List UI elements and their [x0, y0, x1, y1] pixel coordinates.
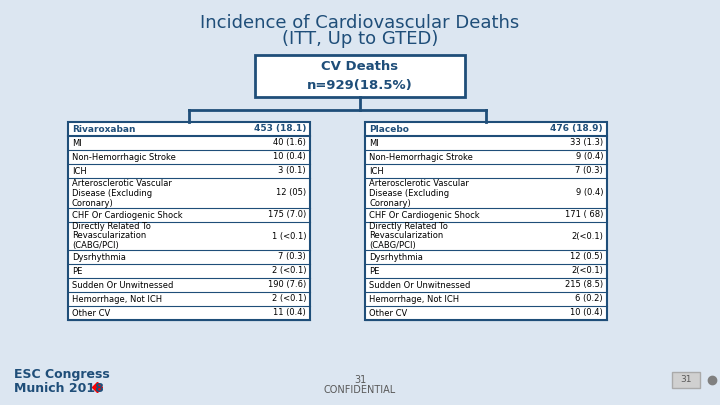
Text: MI: MI [72, 139, 82, 147]
Text: 33 (1.3): 33 (1.3) [570, 139, 603, 147]
Text: Sudden Or Unwitnessed: Sudden Or Unwitnessed [369, 281, 470, 290]
Text: Revascularization: Revascularization [369, 232, 444, 241]
Text: Revascularization: Revascularization [72, 232, 146, 241]
Text: Other CV: Other CV [369, 309, 408, 318]
Text: Rivaroxaban: Rivaroxaban [72, 124, 135, 134]
Text: 7 (0.3): 7 (0.3) [575, 166, 603, 175]
Text: MI: MI [369, 139, 379, 147]
Text: CHF Or Cardiogenic Shock: CHF Or Cardiogenic Shock [369, 211, 480, 220]
Text: 476 (18.9): 476 (18.9) [550, 124, 603, 134]
Text: 9 (0.4): 9 (0.4) [575, 188, 603, 198]
Text: Directly Related To: Directly Related To [72, 222, 151, 231]
Text: 7 (0.3): 7 (0.3) [278, 252, 306, 262]
Text: Hemorrhage, Not ICH: Hemorrhage, Not ICH [369, 294, 459, 303]
Text: (ITT, Up to GTED): (ITT, Up to GTED) [282, 30, 438, 48]
FancyBboxPatch shape [255, 55, 465, 97]
Text: Disease (Excluding: Disease (Excluding [72, 188, 152, 198]
Text: CONFIDENTIAL: CONFIDENTIAL [324, 385, 396, 395]
Text: Non-Hemorrhagic Stroke: Non-Hemorrhagic Stroke [369, 153, 473, 162]
Text: 11 (0.4): 11 (0.4) [274, 309, 306, 318]
Text: 40 (1.6): 40 (1.6) [273, 139, 306, 147]
Text: 6 (0.2): 6 (0.2) [575, 294, 603, 303]
Text: Hemorrhage, Not ICH: Hemorrhage, Not ICH [72, 294, 162, 303]
Text: 10 (0.4): 10 (0.4) [274, 153, 306, 162]
Text: Incidence of Cardiovascular Deaths: Incidence of Cardiovascular Deaths [200, 14, 520, 32]
Text: 190 (7.6): 190 (7.6) [268, 281, 306, 290]
Text: Directly Related To: Directly Related To [369, 222, 448, 231]
FancyBboxPatch shape [672, 372, 700, 388]
Text: Non-Hemorrhagic Stroke: Non-Hemorrhagic Stroke [72, 153, 176, 162]
Text: 31: 31 [680, 375, 692, 384]
Text: Munich 2018: Munich 2018 [14, 382, 104, 395]
Text: 215 (8.5): 215 (8.5) [565, 281, 603, 290]
Text: Placebo: Placebo [369, 124, 409, 134]
Text: 3 (0.1): 3 (0.1) [279, 166, 306, 175]
Text: (CABG/PCI): (CABG/PCI) [72, 241, 119, 250]
Text: (CABG/PCI): (CABG/PCI) [369, 241, 415, 250]
Text: ICH: ICH [369, 166, 384, 175]
Text: ICH: ICH [72, 166, 86, 175]
Text: 12 (0.5): 12 (0.5) [570, 252, 603, 262]
Text: Coronary): Coronary) [72, 198, 114, 207]
Text: Other CV: Other CV [72, 309, 110, 318]
Text: 31: 31 [354, 375, 366, 385]
Text: 2 (<0.1): 2 (<0.1) [271, 294, 306, 303]
Text: Arterosclerotic Vascular: Arterosclerotic Vascular [72, 179, 172, 188]
Text: 2 (<0.1): 2 (<0.1) [271, 266, 306, 275]
FancyBboxPatch shape [365, 122, 607, 320]
Text: PE: PE [72, 266, 82, 275]
Text: 10 (0.4): 10 (0.4) [570, 309, 603, 318]
Text: Disease (Excluding: Disease (Excluding [369, 188, 449, 198]
Text: Dysrhythmia: Dysrhythmia [369, 252, 423, 262]
Text: CHF Or Cardiogenic Shock: CHF Or Cardiogenic Shock [72, 211, 183, 220]
Text: 453 (18.1): 453 (18.1) [253, 124, 306, 134]
Text: ESC Congress: ESC Congress [14, 368, 109, 381]
Text: 12 (05): 12 (05) [276, 188, 306, 198]
Text: CV Deaths
n=929(18.5%): CV Deaths n=929(18.5%) [307, 60, 413, 92]
Text: PE: PE [369, 266, 379, 275]
Text: 2(<0.1): 2(<0.1) [571, 232, 603, 241]
Text: 175 (7.0): 175 (7.0) [268, 211, 306, 220]
Text: Coronary): Coronary) [369, 198, 410, 207]
FancyBboxPatch shape [68, 122, 310, 320]
Text: 171 ( 68): 171 ( 68) [564, 211, 603, 220]
Text: Sudden Or Unwitnessed: Sudden Or Unwitnessed [72, 281, 174, 290]
Text: 1 (<0.1): 1 (<0.1) [271, 232, 306, 241]
Text: 2(<0.1): 2(<0.1) [571, 266, 603, 275]
Text: 9 (0.4): 9 (0.4) [575, 153, 603, 162]
Text: Dysrhythmia: Dysrhythmia [72, 252, 126, 262]
Text: Arterosclerotic Vascular: Arterosclerotic Vascular [369, 179, 469, 188]
